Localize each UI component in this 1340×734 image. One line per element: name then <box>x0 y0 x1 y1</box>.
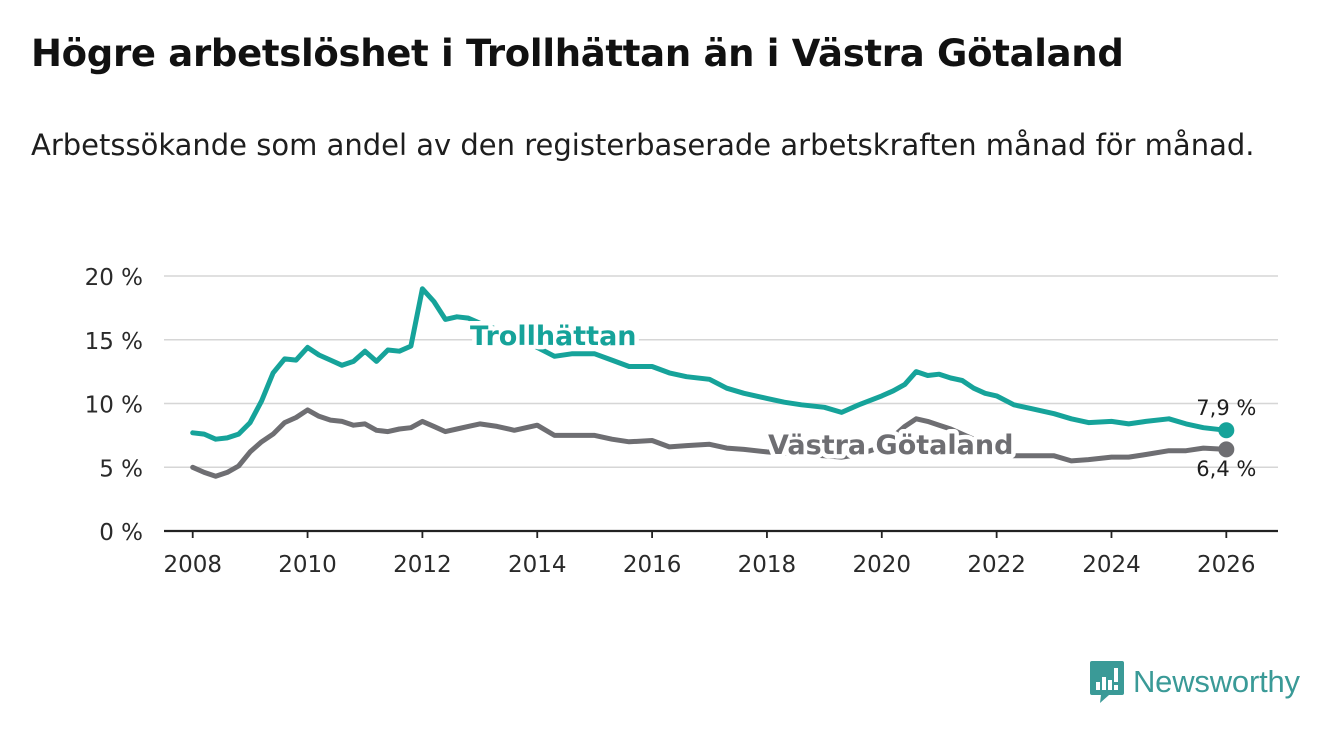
series-labels: Trollhättan Västra Götaland 7,9 % 6,4 % <box>466 317 1257 482</box>
y-tick-label: 5 % <box>99 456 143 482</box>
series-lines <box>190 286 1235 479</box>
series-label-trollhattan: Trollhättan <box>470 321 637 352</box>
x-tick-label: 2018 <box>738 552 797 578</box>
x-tick-label: 2008 <box>163 552 222 578</box>
chart-title: Högre arbetslöshet i Trollhättan än i Vä… <box>31 32 1124 75</box>
brand-name: Newsworthy <box>1133 664 1300 699</box>
y-tick-label: 0 % <box>99 520 143 546</box>
x-tick-label: 2024 <box>1082 552 1141 578</box>
y-tick-label: 10 % <box>85 393 143 419</box>
line-chart: 0 %5 %10 %15 %20 % 2008 2010 2012 2014 2016 2… <box>85 265 1278 578</box>
chart-subtitle: Arbetssökande som andel av den registerb… <box>31 128 1255 162</box>
y-tick-label: 20 % <box>85 265 143 291</box>
series-line-trollhattan <box>190 286 1229 442</box>
end-label-vastra-gotaland: 6,4 % <box>1196 457 1256 481</box>
grid-lines <box>164 275 1278 468</box>
x-tick-label: 2012 <box>393 552 452 578</box>
x-tick-label: 2026 <box>1197 552 1256 578</box>
end-point-trollhattan <box>1218 422 1235 439</box>
x-tick-label: 2010 <box>278 552 337 578</box>
x-tick-label: 2020 <box>853 552 912 578</box>
x-tick-label: 2022 <box>967 552 1026 578</box>
series-line-vastra-gotaland <box>190 407 1229 479</box>
newsworthy-logo-icon <box>1090 661 1124 703</box>
end-label-trollhattan: 7,9 % <box>1196 396 1256 420</box>
y-tick-label: 15 % <box>85 329 143 355</box>
end-point-vastra-gotaland <box>1218 441 1235 458</box>
series-label-vastra-gotaland: Västra Götaland <box>768 430 1013 461</box>
x-tick-label: 2014 <box>508 552 567 578</box>
newsworthy-logo: Newsworthy <box>1089 660 1300 704</box>
x-tick-label: 2016 <box>623 552 682 578</box>
y-axis-ticks: 0 % 5 % 10 % 15 % 20 % <box>85 265 143 546</box>
x-axis: 2008 2010 2012 2014 2016 2018 2020 2022 2024 2026 <box>163 529 1278 578</box>
